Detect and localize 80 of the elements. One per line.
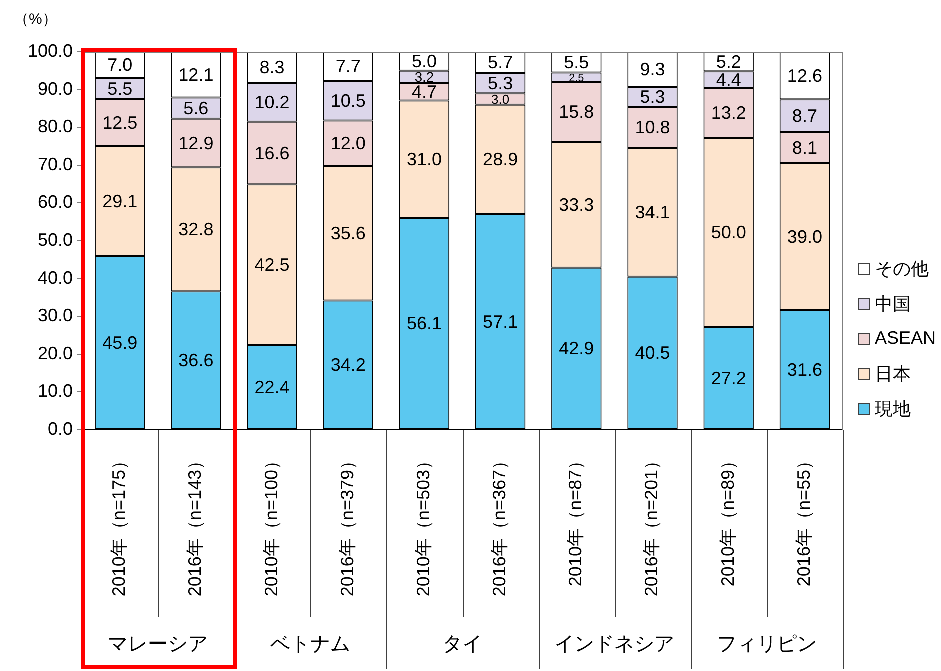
data-label: 8.1	[792, 138, 818, 158]
y-tick-label: 0.0	[48, 418, 74, 439]
data-label: 10.8	[635, 118, 670, 138]
y-tick-label: 50.0	[38, 230, 74, 250]
data-label: 8.3	[260, 58, 285, 78]
x-tick-label: 2010年（n=503）	[413, 452, 434, 597]
data-label: 10.5	[330, 90, 366, 111]
data-label: 12.9	[178, 133, 214, 154]
x-tick-label: 2016年（n=367）	[490, 452, 510, 597]
y-tick-label: 30.0	[38, 306, 74, 326]
text: その他	[875, 258, 929, 280]
y-tick-label: 70.0	[38, 154, 74, 174]
y-tick-label: 60.0	[38, 192, 74, 212]
data-label: 28.9	[483, 150, 518, 170]
data-label: 42.9	[559, 338, 594, 359]
data-label: 31.6	[787, 360, 822, 380]
data-label: 15.8	[559, 102, 594, 122]
legend-label: ASEAN	[875, 328, 936, 349]
data-label: 12.6	[787, 66, 822, 86]
data-label: 22.4	[254, 377, 290, 398]
x-tick-label: 2010年（n=100）	[261, 452, 282, 597]
data-label: 5.3	[640, 87, 666, 108]
y-tick-label: 90.0	[38, 78, 74, 99]
text: タイ	[442, 634, 483, 656]
data-label: 12.0	[330, 133, 366, 154]
data-label: 8.7	[792, 106, 818, 126]
data-label: 56.1	[406, 314, 442, 334]
y-tick-label: 10.0	[38, 381, 74, 402]
data-label: 29.1	[102, 191, 138, 212]
data-label: 7.7	[336, 56, 361, 77]
data-label: 57.1	[483, 312, 518, 332]
legend-label: 中国	[875, 292, 911, 316]
data-label: 2.5	[569, 72, 584, 85]
x-tick-label: 2010年（n=175）	[109, 452, 130, 597]
data-label: 34.1	[635, 202, 670, 222]
data-label: 3.0	[492, 92, 510, 107]
x-tick-label: 2016年（n=55）	[794, 452, 814, 587]
legend-label: 現地	[875, 398, 911, 420]
text: ベトナム	[270, 634, 350, 656]
data-label: 13.2	[711, 103, 746, 124]
data-label: 27.2	[711, 368, 746, 388]
x-tick-label: 2016年（n=379）	[337, 452, 358, 597]
data-label: 5.3	[488, 74, 514, 94]
data-label: 33.3	[559, 194, 594, 215]
y-tick-label: 40.0	[38, 268, 74, 288]
data-label: 45.9	[102, 332, 138, 353]
y-tick-label: 20.0	[38, 343, 74, 364]
data-label: 4.4	[716, 70, 742, 90]
y-tick-label: 80.0	[38, 116, 74, 137]
data-label: 5.5	[564, 52, 590, 72]
data-label: 36.6	[178, 350, 214, 371]
y-axis-title: （%）	[14, 10, 58, 29]
x-tick-label: 2010年（n=89）	[718, 452, 738, 587]
data-label: 34.2	[330, 355, 366, 376]
data-label: 12.5	[102, 112, 138, 133]
y-tick-label: 100.0	[28, 40, 74, 61]
x-tick-label: 2010年（n=87）	[566, 452, 586, 587]
text: フィリピン	[716, 634, 817, 656]
x-tick-label: 2016年（n=201）	[642, 452, 662, 597]
data-label: 42.5	[254, 254, 290, 275]
data-label: 5.5	[108, 78, 133, 99]
data-label: 40.5	[635, 343, 670, 364]
data-label: 31.0	[406, 149, 442, 170]
data-label: 5.7	[488, 52, 514, 73]
data-label: 10.2	[254, 92, 290, 113]
data-label: 5.2	[716, 52, 742, 72]
text: インドネシア	[554, 634, 675, 656]
data-label: 50.0	[711, 222, 746, 243]
data-label: 32.8	[178, 220, 214, 240]
legend-label: 日本	[875, 362, 911, 386]
text: マレーシア	[108, 634, 208, 656]
x-tick-label: 2016年（n=143）	[185, 452, 206, 597]
data-label: 7.0	[108, 55, 133, 76]
data-label: 9.3	[640, 60, 666, 80]
data-label: 39.0	[787, 226, 822, 247]
data-label: 16.6	[254, 143, 290, 164]
data-label: 12.1	[178, 64, 214, 85]
data-label: 5.6	[184, 98, 209, 118]
data-label: 5.0	[412, 51, 437, 72]
data-label: 35.6	[330, 223, 366, 244]
